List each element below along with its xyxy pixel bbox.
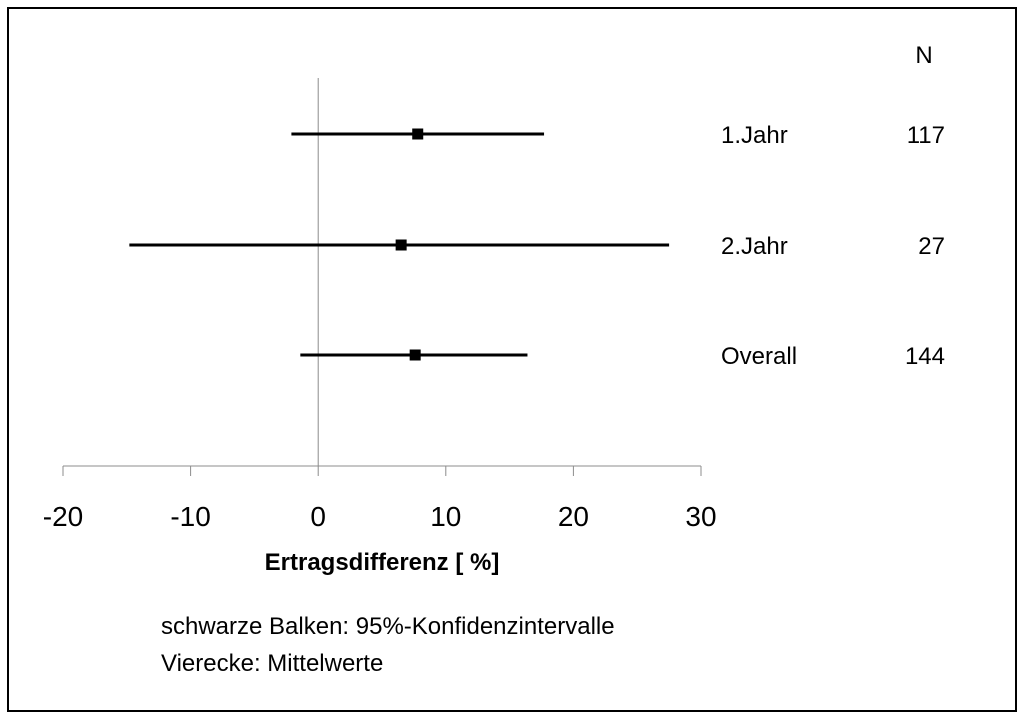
row-label: 1.Jahr <box>721 122 788 149</box>
x-tick-label: 30 <box>685 501 716 532</box>
note-means: Vierecke: Mittelwerte <box>161 650 383 677</box>
row-n-value: 27 <box>918 233 945 260</box>
x-axis-ticks: -20 -10 0 10 20 30 <box>43 466 717 532</box>
mean-marker <box>395 239 407 251</box>
x-axis-title: Ertragsdifferenz [ %] <box>265 549 500 576</box>
forest-rows: 1.Jahr 117 2.Jahr 27 Overall 144 <box>129 122 945 370</box>
mean-marker <box>409 349 421 361</box>
row-label: Overall <box>721 343 797 370</box>
x-tick-label: 0 <box>310 501 326 532</box>
n-column-header: N <box>915 42 932 69</box>
figure-frame <box>7 7 1017 712</box>
x-tick-label: -20 <box>43 501 83 532</box>
x-tick-label: 10 <box>430 501 461 532</box>
x-tick-label: -10 <box>170 501 210 532</box>
row-n-value: 144 <box>905 343 945 370</box>
forest-row: 1.Jahr 117 <box>291 122 945 149</box>
forest-row: Overall 144 <box>300 343 945 370</box>
mean-marker <box>412 128 424 140</box>
row-n-value: 117 <box>907 122 945 149</box>
forest-row: 2.Jahr 27 <box>129 233 945 260</box>
note-confidence-intervals: schwarze Balken: 95%-Konfidenzintervalle <box>161 613 615 640</box>
x-tick-label: 20 <box>558 501 589 532</box>
row-label: 2.Jahr <box>721 233 788 260</box>
